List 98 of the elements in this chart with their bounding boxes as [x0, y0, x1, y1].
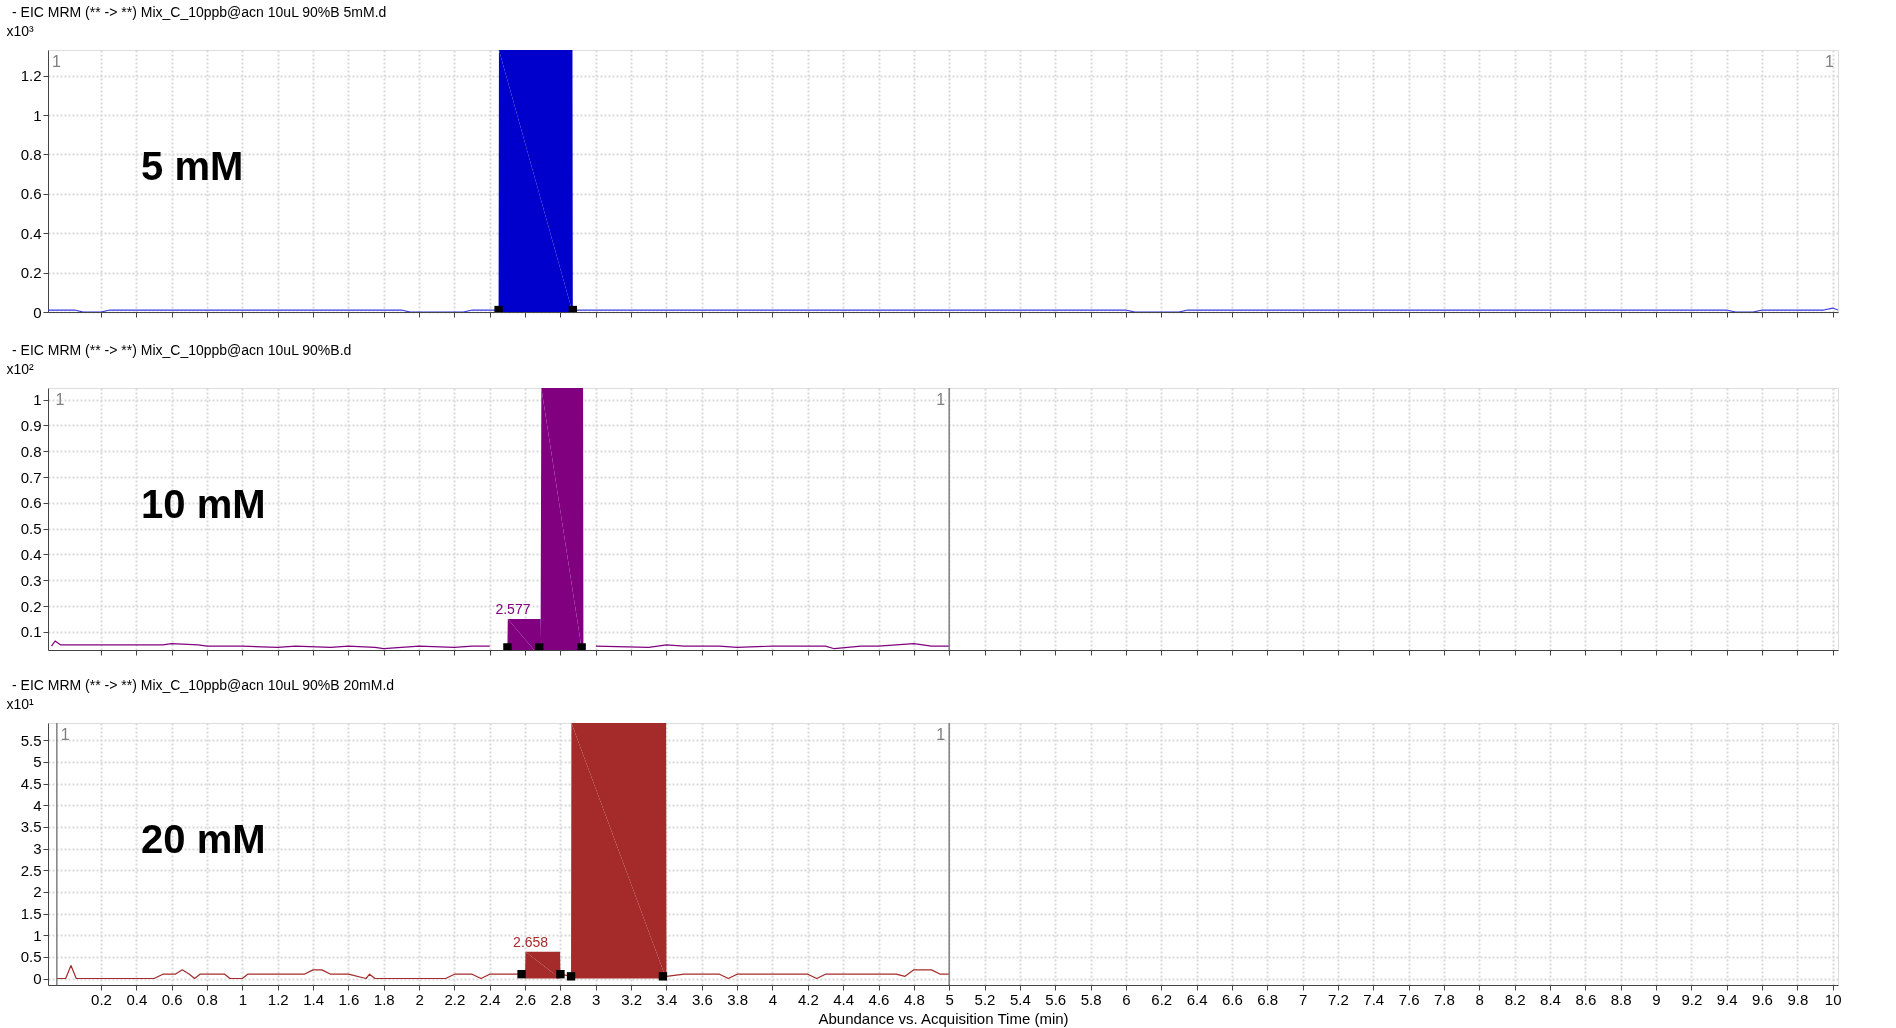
x-tick-label: 7.6 — [1398, 990, 1420, 1008]
x-tick-label: 9 — [1652, 990, 1661, 1008]
annotation: 10 mM — [141, 481, 266, 526]
x-tick-label: 6.6 — [1221, 990, 1243, 1008]
y-tick-label: 0.8 — [20, 442, 42, 460]
x-tick-label: 6.4 — [1186, 990, 1208, 1008]
x-tick-label: 7 — [1298, 990, 1308, 1008]
annotation: 1 — [55, 391, 65, 408]
x-tick-label: 2.8 — [550, 990, 572, 1008]
y-tick-label: 0.3 — [20, 571, 42, 589]
y-axis-title: x10³ — [6, 22, 35, 39]
y-tick-label: 0.7 — [20, 468, 42, 486]
y-tick-label: 0.5 — [20, 520, 42, 538]
annotation: 1 — [936, 726, 946, 743]
chart-title: - EIC MRM (** -> **) Mix_C_10ppb@acn 10uL 90%B 5mM.d — [12, 4, 387, 20]
y-tick-label: 4 — [33, 796, 42, 814]
annotation: 2.658 — [513, 933, 549, 950]
x-tick-label: 4.4 — [833, 990, 855, 1008]
y-tick-label: 3 — [33, 840, 42, 858]
x-tick-label: 9.8 — [1787, 990, 1809, 1008]
x-tick-label: 0.6 — [161, 990, 183, 1008]
y-tick-label: 0.2 — [20, 264, 42, 282]
x-tick-label: 5.2 — [974, 990, 996, 1008]
y-tick-label: 0.6 — [20, 494, 42, 512]
x-tick-label: 8 — [1475, 990, 1484, 1008]
y-tick-label: 1.2 — [20, 67, 42, 85]
y-tick-label: 3.5 — [20, 818, 42, 836]
x-tick-label: 3.2 — [621, 990, 643, 1008]
x-tick-label: 7.8 — [1434, 990, 1455, 1008]
y-tick-label: 0.9 — [20, 416, 42, 434]
y-tick-label: 0.4 — [20, 224, 42, 242]
x-tick-label: 3 — [592, 990, 601, 1008]
x-tick-label: 4.6 — [868, 990, 890, 1008]
x-tick-label: 0.4 — [126, 990, 148, 1008]
x-tick-label: 1.4 — [303, 990, 324, 1008]
x-tick-label: 6.2 — [1151, 990, 1173, 1008]
x-tick-label: 0.8 — [197, 990, 218, 1008]
y-tick-label: 5.5 — [20, 731, 42, 749]
x-tick-label: 10 — [1824, 990, 1842, 1008]
x-tick-label: 5.8 — [1080, 990, 1102, 1008]
x-tick-label: 4.2 — [797, 990, 819, 1008]
x-tick-label: 1.8 — [373, 990, 395, 1008]
annotation: 1 — [936, 391, 946, 408]
x-tick-label: 3.6 — [691, 990, 713, 1008]
x-tick-label: 8.4 — [1540, 990, 1561, 1008]
x-tick-label: 6.8 — [1257, 990, 1279, 1008]
x-tick-label: 8.8 — [1610, 990, 1632, 1008]
y-tick-label: 2 — [33, 883, 42, 901]
annotation: 1 — [60, 726, 70, 743]
x-tick-label: 2.4 — [479, 990, 501, 1008]
x-tick-label: 8.6 — [1575, 990, 1597, 1008]
y-tick-label: 0.1 — [20, 623, 42, 641]
y-tick-label: 0.6 — [20, 185, 42, 203]
y-axis-title: x10¹ — [6, 695, 35, 712]
x-tick-label: 4.8 — [903, 990, 925, 1008]
annotation: 1 — [1825, 53, 1835, 70]
x-tick-label: 5.6 — [1045, 990, 1067, 1008]
annotation: 5 mM — [141, 143, 244, 188]
y-tick-label: 0.5 — [20, 948, 42, 966]
x-tick-label: 0.2 — [91, 990, 112, 1008]
annotation: 1 — [52, 53, 61, 70]
x-tick-label: 3.8 — [727, 990, 749, 1008]
y-tick-label: 1 — [33, 391, 42, 409]
x-tick-label: 5 — [945, 990, 954, 1008]
y-tick-label: 1 — [33, 106, 42, 124]
chart-title: - EIC MRM (** -> **) Mix_C_10ppb@acn 10uL 90%B 20mM.d — [12, 677, 395, 693]
x-tick-label: 1.2 — [267, 990, 289, 1008]
x-tick-label: 9.2 — [1681, 990, 1703, 1008]
y-axis-title: x10² — [6, 360, 35, 377]
x-tick-label: 2.2 — [444, 990, 466, 1008]
annotation: 2.577 — [495, 601, 531, 618]
x-tick-label: 9.4 — [1716, 990, 1738, 1008]
y-tick-label: 0 — [33, 970, 42, 987]
y-tick-label: 0.8 — [20, 145, 42, 163]
chart-title: - EIC MRM (** -> **) Mix_C_10ppb@acn 10uL 90%B.d — [12, 342, 352, 358]
y-tick-label: 0 — [33, 303, 42, 321]
y-tick-label: 1.5 — [20, 905, 42, 923]
y-tick-label: 5 — [33, 753, 42, 771]
x-tick-label: 4 — [768, 990, 778, 1008]
x-tick-label: 2 — [415, 990, 424, 1008]
y-tick-label: 2.5 — [20, 861, 42, 879]
x-axis-title: Abundance vs. Acquisition Time (min) — [818, 1009, 1069, 1027]
annotation: 20 mM — [141, 816, 266, 861]
x-tick-label: 5.4 — [1009, 990, 1031, 1008]
y-tick-label: 1 — [33, 926, 42, 944]
x-tick-label: 1.6 — [338, 990, 360, 1008]
line-series — [56, 964, 950, 980]
y-tick-label: 0.4 — [20, 545, 42, 563]
x-tick-label: 2.6 — [515, 990, 537, 1008]
x-tick-label: 6 — [1122, 990, 1131, 1008]
x-tick-label: 8.2 — [1504, 990, 1526, 1008]
x-tick-label: 7.2 — [1328, 990, 1349, 1008]
x-tick-label: 1 — [238, 990, 248, 1008]
x-tick-label: 3.4 — [656, 990, 678, 1008]
y-tick-label: 4.5 — [20, 775, 42, 793]
x-tick-label: 9.6 — [1752, 990, 1773, 1008]
x-tick-label: 7.4 — [1363, 990, 1385, 1008]
y-tick-label: 0.2 — [20, 597, 42, 615]
